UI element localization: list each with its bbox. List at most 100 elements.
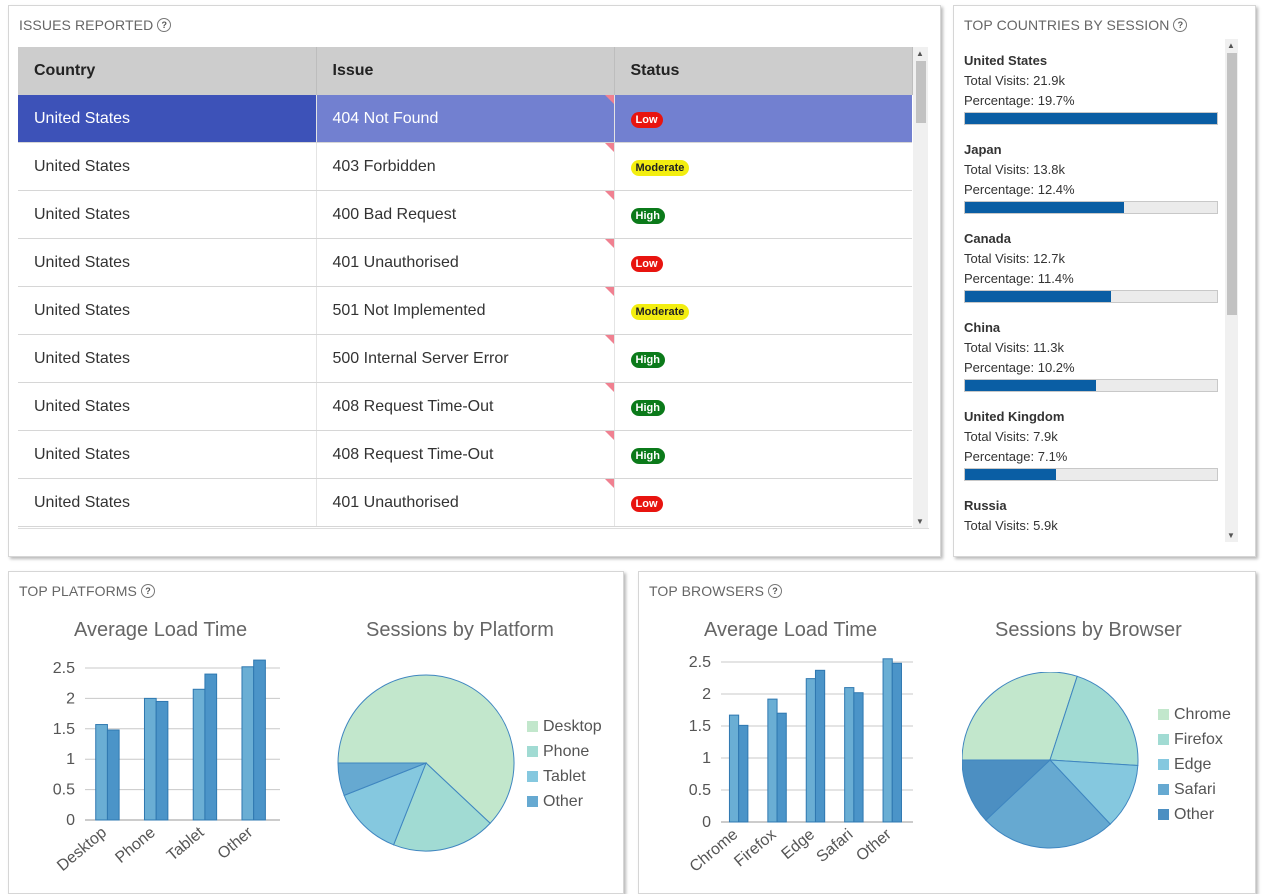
scroll-down-icon[interactable]: ▼ xyxy=(1227,531,1235,540)
country-name: Japan xyxy=(964,142,1002,157)
percentage-bar xyxy=(964,201,1218,214)
platforms-title-text: TOP PLATFORMS xyxy=(19,583,137,599)
cell-status[interactable]: High xyxy=(614,382,912,431)
bar xyxy=(853,692,864,823)
pie-slice xyxy=(962,672,1078,761)
x-tick-label: Firefox xyxy=(731,826,779,870)
cell-status[interactable]: Moderate xyxy=(614,142,912,191)
bar xyxy=(95,724,108,821)
y-tick-label: 0 xyxy=(702,814,711,831)
cell-issue[interactable]: 404 Not Found xyxy=(316,95,615,143)
table-row[interactable]: United States 400 Bad Request High xyxy=(18,190,912,239)
cell-country[interactable]: United States xyxy=(18,478,317,527)
column-header-status[interactable]: Status xyxy=(614,47,913,95)
legend-swatch xyxy=(527,721,538,732)
column-header-issue[interactable]: Issue xyxy=(316,47,615,95)
country-item: Japan Total Visits: 13.8k Percentage: 12.4… xyxy=(964,140,1218,214)
bar xyxy=(844,687,855,823)
legend-item: Other xyxy=(527,789,602,814)
bar xyxy=(155,700,169,821)
y-tick-label: 2.5 xyxy=(689,654,711,671)
scroll-thumb[interactable] xyxy=(916,61,926,123)
cell-country[interactable]: United States xyxy=(18,382,317,431)
cell-country[interactable]: United States xyxy=(18,95,317,143)
status-badge: High xyxy=(630,207,665,224)
pie-slice xyxy=(337,762,427,797)
cell-issue[interactable]: 408 Request Time-Out xyxy=(316,430,615,479)
status-badge: Low xyxy=(630,255,663,272)
country-name: Canada xyxy=(964,231,1011,246)
cell-country[interactable]: United States xyxy=(18,286,317,335)
visits-value: 13.8k xyxy=(1033,162,1065,177)
legend-label: Desktop xyxy=(543,717,602,735)
scroll-down-icon[interactable]: ▼ xyxy=(916,517,924,526)
legend-swatch xyxy=(527,746,538,757)
help-icon[interactable]: ? xyxy=(141,584,155,598)
y-tick-label: 1.5 xyxy=(689,718,711,735)
cell-issue[interactable]: 401 Unauthorised xyxy=(316,238,615,287)
legend-swatch xyxy=(527,796,538,807)
cell-issue[interactable]: 401 Unauthorised xyxy=(316,478,615,527)
browser-legend: Chrome Firefox Edge Safari Other xyxy=(1158,702,1231,827)
total-visits: Total Visits: 11.3k xyxy=(964,338,1218,358)
cell-status[interactable]: Low xyxy=(614,95,912,143)
cell-status[interactable]: Low xyxy=(614,478,912,527)
help-icon[interactable]: ? xyxy=(1173,18,1188,32)
total-visits: Total Visits: 7.9k xyxy=(964,427,1218,447)
issues-panel: ISSUES REPORTED ? Country Issue Status U… xyxy=(8,5,941,557)
table-header: Country Issue Status xyxy=(18,47,913,95)
comment-flag-icon xyxy=(604,287,614,296)
legend-item: Safari xyxy=(1158,777,1231,802)
percent-label: Percentage: xyxy=(964,449,1035,464)
country-name: Russia xyxy=(964,498,1007,513)
cell-issue[interactable]: 500 Internal Server Error xyxy=(316,334,615,383)
percentage: Percentage: 12.4% xyxy=(964,180,1218,200)
percentage-bar xyxy=(964,468,1218,481)
cell-country[interactable]: United States xyxy=(18,334,317,383)
cell-country[interactable]: United States xyxy=(18,142,317,191)
table-row[interactable]: United States 500 Internal Server Error Hi… xyxy=(18,334,912,383)
cell-status[interactable]: High xyxy=(614,190,912,239)
help-icon[interactable]: ? xyxy=(768,584,783,598)
table-row[interactable]: United States 404 Not Found Low xyxy=(18,95,912,143)
help-icon[interactable]: ? xyxy=(157,18,172,32)
cell-country[interactable]: United States xyxy=(18,238,317,287)
scroll-up-icon[interactable]: ▲ xyxy=(916,49,924,58)
issues-grid: Country Issue Status United States 404 No… xyxy=(18,47,929,529)
browsers-title-text: TOP BROWSERS xyxy=(649,583,765,599)
issues-scrollbar[interactable]: ▲ ▼ xyxy=(913,47,928,528)
visits-label: Total Visits: xyxy=(964,340,1030,355)
status-badge: Low xyxy=(630,495,663,512)
cell-status[interactable]: High xyxy=(614,334,912,383)
percentage-bar xyxy=(964,290,1218,303)
country-item: United Kingdom Total Visits: 7.9k Percenta… xyxy=(964,407,1218,481)
percentage: Percentage: 11.4% xyxy=(964,269,1218,289)
table-row[interactable]: United States 408 Request Time-Out High xyxy=(18,430,912,479)
table-row[interactable]: United States 401 Unauthorised Low xyxy=(18,478,912,527)
status-badge: High xyxy=(630,399,665,416)
countries-scrollbar[interactable]: ▲ ▼ xyxy=(1225,39,1238,542)
cell-status[interactable]: Moderate xyxy=(614,286,912,335)
column-header-country[interactable]: Country xyxy=(18,47,317,95)
table-row[interactable]: United States 401 Unauthorised Low xyxy=(18,238,912,287)
cell-country[interactable]: United States xyxy=(18,430,317,479)
scroll-up-icon[interactable]: ▲ xyxy=(1227,41,1235,50)
cell-issue[interactable]: 501 Not Implemented xyxy=(316,286,615,335)
bar-chart-title: Average Load Time xyxy=(74,619,248,641)
x-tick-label: Tablet xyxy=(164,824,208,865)
table-row[interactable]: United States 403 Forbidden Moderate xyxy=(18,142,912,191)
table-row[interactable]: United States 408 Request Time-Out High xyxy=(18,382,912,431)
table-row[interactable]: United States 501 Not Implemented Moderate xyxy=(18,286,912,335)
cell-issue[interactable]: 400 Bad Request xyxy=(316,190,615,239)
cell-status[interactable]: High xyxy=(614,430,912,479)
browser-pie-chart xyxy=(962,672,1139,849)
cell-status[interactable]: Low xyxy=(614,238,912,287)
legend-item: Firefox xyxy=(1158,727,1231,752)
countries-title: TOP COUNTRIES BY SESSION ? xyxy=(964,17,1188,33)
cell-country[interactable]: United States xyxy=(18,190,317,239)
scroll-thumb[interactable] xyxy=(1227,53,1237,315)
country-item: Canada Total Visits: 12.7k Percentage: 11.… xyxy=(964,229,1218,303)
y-tick-label: 2.5 xyxy=(53,660,75,677)
cell-issue[interactable]: 403 Forbidden xyxy=(316,142,615,191)
cell-issue[interactable]: 408 Request Time-Out xyxy=(316,382,615,431)
